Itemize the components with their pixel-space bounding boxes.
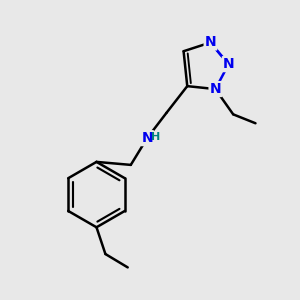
Text: N: N — [209, 82, 221, 96]
Text: H: H — [151, 132, 160, 142]
Text: N: N — [205, 35, 216, 50]
Text: N: N — [141, 131, 153, 145]
Text: N: N — [223, 57, 234, 71]
